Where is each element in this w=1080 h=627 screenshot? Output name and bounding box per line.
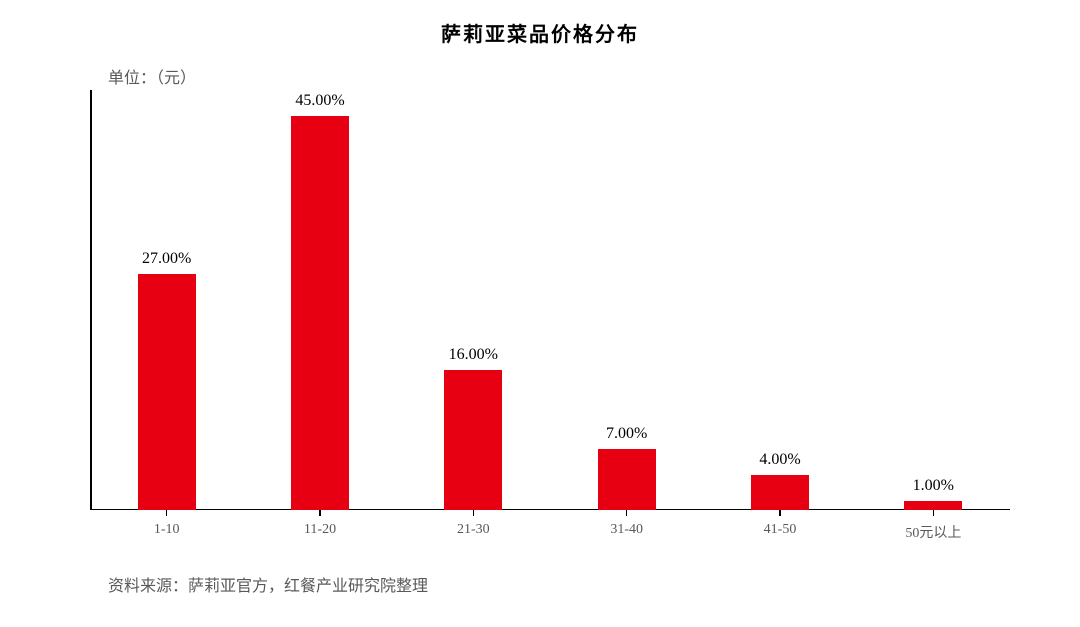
bar bbox=[444, 370, 502, 510]
bar bbox=[138, 274, 196, 510]
bar-value-label: 27.00% bbox=[142, 250, 191, 268]
x-tick-label: 1-10 bbox=[154, 522, 180, 538]
x-tick-label: 11-20 bbox=[304, 522, 336, 538]
source-text: 资料来源：萨莉亚官方，红餐产业研究院整理 bbox=[108, 572, 428, 596]
plot-area: 27.00%1-1045.00%11-2016.00%21-307.00%31-… bbox=[90, 90, 1010, 510]
y-axis-line bbox=[90, 90, 92, 510]
x-axis-line bbox=[90, 509, 1010, 511]
unit-label: 单位：（元） bbox=[108, 64, 196, 88]
x-tick bbox=[166, 510, 168, 516]
x-tick-label: 21-30 bbox=[457, 522, 490, 538]
x-tick-label: 31-40 bbox=[610, 522, 643, 538]
bar-value-label: 45.00% bbox=[295, 92, 344, 110]
chart-title: 萨莉亚菜品价格分布 bbox=[0, 18, 1080, 47]
x-tick bbox=[779, 510, 781, 516]
x-tick bbox=[473, 510, 475, 516]
bar bbox=[751, 475, 809, 510]
x-tick-label: 41-50 bbox=[764, 522, 797, 538]
bar-value-label: 1.00% bbox=[913, 477, 954, 495]
bar bbox=[904, 501, 962, 510]
x-tick-label: 50元以上 bbox=[905, 522, 961, 542]
bar-value-label: 4.00% bbox=[759, 451, 800, 469]
x-tick bbox=[319, 510, 321, 516]
bar bbox=[291, 116, 349, 510]
bar-value-label: 16.00% bbox=[449, 346, 498, 364]
chart-container: 萨莉亚菜品价格分布 单位：（元） 27.00%1-1045.00%11-2016… bbox=[0, 0, 1080, 627]
x-tick bbox=[626, 510, 628, 516]
bar bbox=[598, 449, 656, 510]
x-tick bbox=[933, 510, 935, 516]
bar-value-label: 7.00% bbox=[606, 425, 647, 443]
